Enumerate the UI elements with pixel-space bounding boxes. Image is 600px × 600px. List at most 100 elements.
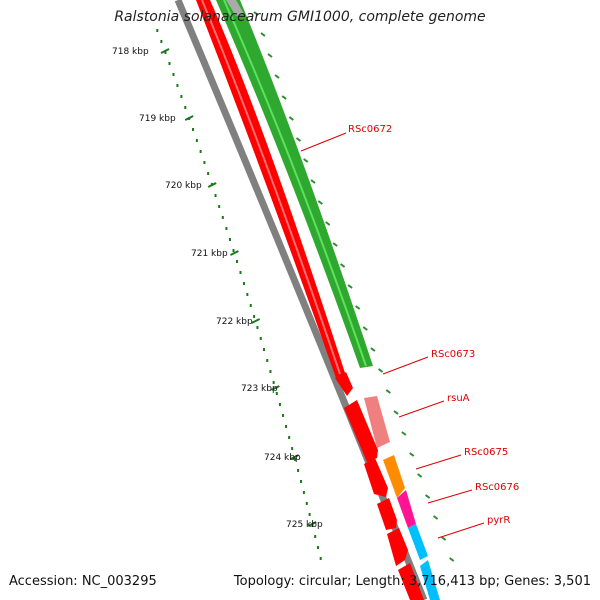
- minor-feature-mark: [347, 284, 353, 289]
- ruler-dot: [246, 293, 249, 296]
- minor-feature-mark: [370, 347, 376, 352]
- minor-feature-mark: [355, 305, 361, 310]
- ruler-dot: [291, 447, 294, 450]
- ruler-dot: [256, 326, 259, 329]
- minor-feature-mark: [325, 221, 331, 226]
- ruler-dot: [156, 29, 159, 32]
- reverse-strand-band: [196, 0, 345, 378]
- gene-feature-RSc0675[interactable]: [383, 455, 405, 498]
- ruler-dot: [285, 425, 288, 428]
- ruler-tick: [160, 48, 170, 54]
- minor-feature-mark: [295, 137, 302, 142]
- scale-label: 720 kbp: [165, 181, 202, 191]
- minor-feature-mark: [449, 557, 455, 562]
- ruler-tick: [184, 115, 194, 121]
- ruler-tick: [307, 521, 317, 527]
- scale-label: 721 kbp: [191, 249, 228, 259]
- scale-label: 718 kbp: [112, 47, 149, 57]
- minor-feature-mark: [281, 95, 287, 100]
- map-title: Ralstonia solanacearum GMI1000, complete…: [114, 9, 486, 25]
- accession-text: Accession: NC_003295: [9, 574, 157, 589]
- gene-label-leaders: [300, 132, 485, 539]
- minor-feature-mark: [393, 410, 399, 415]
- minor-feature-mark: [260, 32, 266, 37]
- ruler-dot: [239, 271, 242, 274]
- ruler-dot: [253, 315, 256, 318]
- minor-feature-mark: [377, 368, 384, 373]
- gene-feature-RSc0672[interactable]: [216, 0, 373, 368]
- minor-feature-mark: [288, 116, 294, 121]
- ruler-dot: [269, 370, 272, 373]
- minor-feature-mark: [310, 179, 316, 184]
- ruler-dot: [242, 282, 245, 285]
- gene-feature-cyan: [420, 560, 440, 600]
- genome-summary-text: Topology: circular; Length: 3,716,413 bp…: [233, 574, 591, 589]
- minor-feature-mark: [441, 536, 447, 541]
- ruler-dot: [278, 403, 281, 406]
- gene-feature-RSc0672-highlight: [223, 0, 367, 367]
- ruler-dot: [232, 249, 235, 252]
- ruler-dot: [282, 414, 285, 417]
- ruler-dot: [314, 535, 317, 538]
- cds-arrow: [335, 372, 353, 396]
- ruler-dot: [297, 469, 300, 472]
- gene-label[interactable]: RSc0676: [475, 482, 520, 493]
- ruler-dot: [218, 205, 221, 208]
- ruler-dot: [319, 557, 322, 560]
- minor-feature-mark: [417, 473, 423, 478]
- ruler-dot: [228, 238, 231, 241]
- ruler-tick: [207, 182, 217, 188]
- ruler-dot: [308, 513, 311, 516]
- gene-label[interactable]: rsuA: [447, 393, 470, 404]
- gene-label[interactable]: pyrR: [487, 515, 511, 526]
- ruler-dot: [168, 62, 171, 65]
- ruler-tick: [270, 385, 280, 391]
- ruler-dot: [176, 84, 179, 87]
- ruler-dot: [316, 546, 319, 549]
- minor-feature-mark: [303, 158, 309, 163]
- ruler-dot: [207, 172, 210, 175]
- ruler-dot: [199, 150, 202, 153]
- ruler-tick: [251, 318, 261, 324]
- ruler-dot: [294, 458, 297, 461]
- minor-feature-mark: [332, 242, 338, 247]
- scale-label: 719 kbp: [139, 114, 176, 124]
- gene-label[interactable]: RSc0673: [431, 349, 476, 360]
- ruler-dot: [172, 73, 175, 76]
- ruler-dot: [225, 227, 228, 230]
- ruler-dot: [302, 491, 305, 494]
- ruler-dot: [214, 194, 217, 197]
- gene-feature-green-fragment: [226, 0, 244, 16]
- cds-arrow: [344, 400, 378, 462]
- minor-feature-mark: [385, 389, 391, 394]
- ruler-dot: [192, 128, 195, 131]
- gene-feature-RSc0676[interactable]: [397, 490, 416, 528]
- minor-feature-mark: [432, 515, 439, 520]
- ruler-tick: [230, 250, 239, 256]
- ruler-dot: [263, 348, 266, 351]
- minor-feature-mark: [409, 452, 415, 457]
- minor-feature-mark: [362, 326, 368, 331]
- minor-feature-mark: [274, 74, 280, 79]
- minor-feature-marks: [253, 11, 455, 562]
- ruler-dot: [195, 139, 198, 142]
- gene-label[interactable]: RSc0672: [348, 124, 393, 135]
- ruler-dot: [164, 51, 167, 54]
- ruler-dot: [180, 95, 183, 98]
- minor-feature-mark: [401, 431, 407, 436]
- ruler-dot: [184, 106, 187, 109]
- ruler-tick: [290, 454, 300, 460]
- ruler-dot: [305, 502, 308, 505]
- cds-arrow: [377, 498, 397, 530]
- ruler-dot: [160, 40, 163, 43]
- gene-feature-rsuA[interactable]: [364, 396, 390, 448]
- cds-arrow: [387, 528, 408, 566]
- cds-arrow: [398, 563, 424, 600]
- gene-label[interactable]: RSc0675: [464, 447, 509, 458]
- minor-feature-mark: [317, 200, 323, 205]
- scale-label: 724 kbp: [264, 453, 301, 463]
- ruler-dot: [259, 337, 262, 340]
- scale-label: 722 kbp: [216, 317, 253, 327]
- gene-feature-pyrR[interactable]: [408, 524, 428, 560]
